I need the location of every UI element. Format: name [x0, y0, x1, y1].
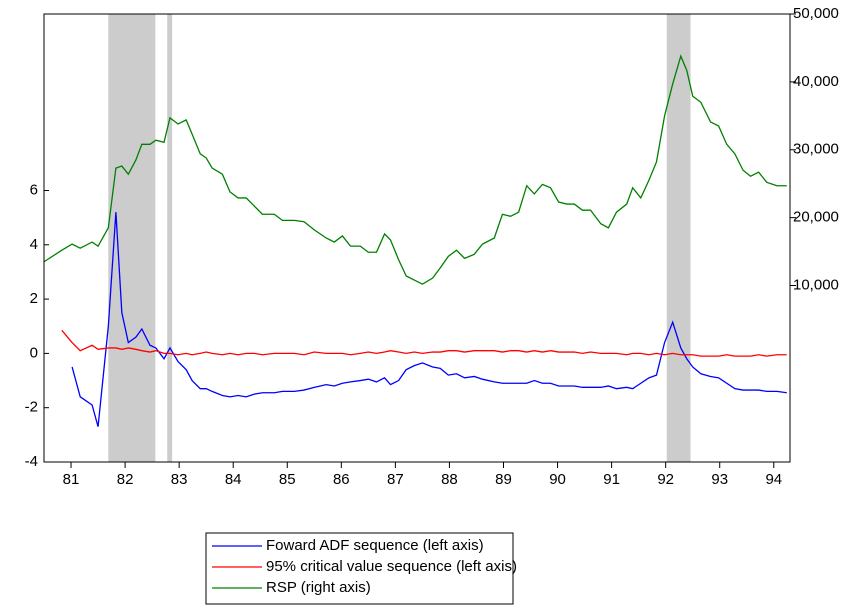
x-tick-label: 86 — [333, 471, 350, 488]
y2-tick-label: 10,000 — [793, 276, 839, 293]
x-tick-label: 88 — [441, 471, 458, 488]
y-tick-label: 6 — [30, 181, 38, 198]
y-tick-label: 2 — [30, 290, 38, 307]
legend-label: RSP (right axis) — [266, 579, 371, 596]
legend-label: Foward ADF sequence (left axis) — [266, 537, 484, 554]
x-tick-label: 91 — [603, 471, 620, 488]
plot-area — [43, 14, 787, 462]
shaded-period — [666, 14, 691, 462]
legend-box — [205, 532, 514, 605]
x-tick-label: 82 — [117, 471, 134, 488]
x-tick-label: 83 — [171, 471, 188, 488]
y2-tick-label: 40,000 — [793, 73, 839, 90]
x-tick-label: 94 — [765, 471, 782, 488]
x-tick-label: 89 — [495, 471, 512, 488]
y-tick-label: 4 — [30, 236, 38, 253]
series-line — [43, 54, 787, 285]
x-tick-label: 92 — [657, 471, 674, 488]
y2-tick-label: 30,000 — [793, 141, 839, 158]
x-tick-label: 90 — [549, 471, 566, 488]
y-tick-label: 0 — [30, 344, 38, 361]
y2-tick-label: 20,000 — [793, 209, 839, 226]
x-tick-label: 85 — [279, 471, 296, 488]
y-tick-label: -2 — [25, 399, 38, 416]
shaded-period — [167, 14, 173, 462]
shaded-period — [108, 14, 156, 462]
x-tick-label: 81 — [63, 471, 80, 488]
series-line — [61, 329, 787, 357]
x-tick-label: 87 — [387, 471, 404, 488]
plot-frame — [43, 13, 791, 463]
legend: Foward ADF sequence (left axis) 95% criti… — [205, 532, 517, 605]
x-tick-label: 84 — [225, 471, 242, 488]
legend-label: 95% critical value sequence (left axis) — [266, 558, 517, 575]
y-tick-label: -4 — [25, 453, 38, 470]
series-line — [71, 212, 787, 427]
y2-tick-label: 50,000 — [793, 5, 839, 22]
x-tick-label: 93 — [711, 471, 728, 488]
